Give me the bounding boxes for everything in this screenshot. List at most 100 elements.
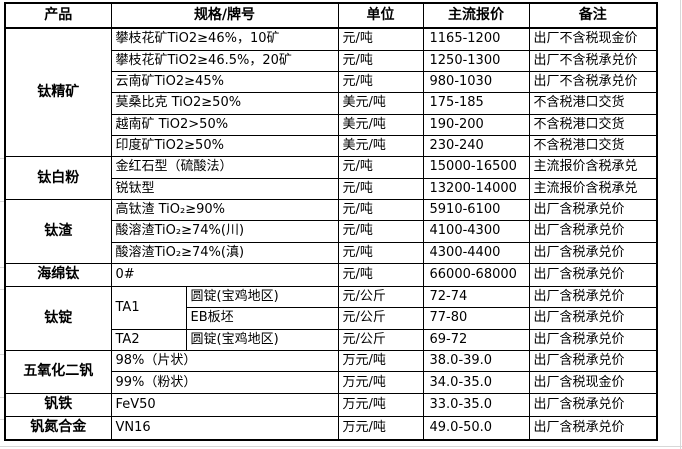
gridline (0, 289, 4, 290)
price-cell: 1165-1200 (422, 27, 530, 51)
spec-cell: VN16 (110, 415, 339, 441)
header-unit: 单位 (337, 2, 424, 29)
table-row: 五氧化二钒 98%（片状） 万元/吨 38.0-39.0 出厂含税承兑价 (4, 350, 658, 394)
spec-cell: 攀枝花矿TiO2≥46%，10矿 (110, 27, 339, 51)
table-row: 攀枝花矿TiO2≥46.5%，20矿 元/吨 1250-1300 出厂不含税承兑… (5, 49, 658, 72)
note-cell: 出厂含税承兑价 (528, 392, 658, 417)
spec-cell: 云南矿TiO2≥45% (110, 70, 339, 94)
table-row: 酸溶渣TiO₂≥74%(川) 元/吨 4100-4300 出厂含税承兑价 (5, 220, 658, 243)
price-cell: 49.0-50.0 (422, 415, 530, 441)
product-cell: 钛精矿 (4, 27, 112, 158)
price-cell: 4100-4300 (422, 220, 530, 243)
table-row: 钛白粉 金红石型（硫酸法） 元/吨 15000-16500 主流报价含税承兑 (4, 156, 658, 201)
unit-cell: 元/吨 (337, 220, 424, 243)
price-table: 产品 规格/牌号 单位 主流报价 备注 钛精矿 攀枝花矿TiO2≥46%，10矿… (4, 2, 658, 441)
table-row: 钛渣 高钛渣 TiO₂≥90% 元/吨 5910-6100 出厂含税承兑价 (4, 199, 658, 265)
note-cell: 出厂不含税承兑价 (528, 49, 658, 72)
spec-cell: 高钛渣 TiO₂≥90% (110, 199, 339, 222)
spec-cell: 莫桑比克 TiO2≥50% (110, 92, 339, 115)
note-cell: 出厂含税承兑价 (528, 415, 658, 441)
note-cell: 出厂含税承兑价 (528, 199, 658, 222)
spec-cell: 98%（片状） (110, 350, 339, 373)
note-cell: 出厂含税现金价 (528, 371, 658, 394)
unit-cell: 万元/吨 (337, 415, 424, 441)
unit-cell: 元/公斤 (337, 286, 424, 309)
spec-form-cell: 圆锭(宝鸡地区) (185, 286, 339, 309)
spec-form-cell: EB板坯 (185, 307, 339, 330)
price-cell: 980-1030 (422, 70, 530, 94)
gridline (0, 267, 4, 268)
gridline (680, 0, 681, 449)
table-row: 99%（粉状） 万元/吨 34.0-35.0 出厂含税现金价 (5, 371, 658, 394)
unit-cell: 元/吨 (337, 70, 424, 94)
price-cell: 69-72 (422, 328, 530, 352)
unit-cell: 万元/吨 (337, 392, 424, 417)
table-row: 酸溶渣TiO₂≥74%(滇) 元/吨 4300-4400 出厂含税承兑价 (5, 241, 658, 265)
header-spec: 规格/牌号 (110, 2, 339, 29)
gridline (0, 158, 4, 159)
note-cell: 出厂含税承兑价 (528, 350, 658, 373)
unit-cell: 元/吨 (337, 156, 424, 179)
gridline (0, 201, 4, 202)
table-row: 海绵钛 0# 元/吨 66000-68000 出厂含税承兑价 (4, 263, 658, 288)
spec-cell: 金红石型（硫酸法） (110, 156, 339, 179)
product-cell: 钛白粉 (4, 156, 112, 201)
table-row: 钒氮合金 VN16 万元/吨 49.0-50.0 出厂含税承兑价 (4, 415, 658, 441)
note-cell: 不含税港口交货 (528, 92, 658, 115)
price-cell: 72-74 (422, 286, 530, 309)
note-cell: 主流报价含税承兑 (528, 177, 658, 201)
spec-grade-cell: TA1 (110, 286, 187, 330)
table-row: EB板坯 元/公斤 77-80 出厂含税承兑价 (5, 307, 658, 330)
price-cell: 13200-14000 (422, 177, 530, 201)
spec-cell: 酸溶渣TiO₂≥74%(滇) (110, 241, 339, 265)
price-cell: 15000-16500 (422, 156, 530, 179)
gridline (0, 419, 4, 420)
spec-grade-cell: TA2 (110, 328, 187, 352)
unit-cell: 元/吨 (337, 27, 424, 51)
note-cell: 出厂含税承兑价 (528, 286, 658, 309)
table-row: 钛锭 TA1 圆锭(宝鸡地区) 元/公斤 72-74 出厂含税承兑价 (4, 286, 658, 352)
unit-cell: 美元/吨 (337, 92, 424, 115)
gridline (0, 354, 4, 355)
price-cell: 230-240 (422, 134, 530, 158)
unit-cell: 元/吨 (337, 263, 424, 288)
note-cell: 不含税港口交货 (528, 113, 658, 137)
gridline (0, 446, 682, 447)
price-cell: 1250-1300 (422, 49, 530, 72)
product-cell: 钛渣 (4, 199, 112, 265)
table-row: 钛精矿 攀枝花矿TiO2≥46%，10矿 元/吨 1165-1200 出厂不含税… (4, 27, 658, 158)
table-row: 印度矿TiO2≥50% 美元/吨 230-240 不含税港口交货 (5, 134, 658, 158)
header-row: 产品 规格/牌号 单位 主流报价 备注 (4, 2, 658, 29)
product-cell: 钒铁 (4, 392, 112, 417)
spec-cell: 印度矿TiO2≥50% (110, 134, 339, 158)
price-cell: 175-185 (422, 92, 530, 115)
table-row: 越南矿 TiO2>50% 美元/吨 190-200 不含税港口交货 (5, 113, 658, 137)
note-cell: 出厂含税承兑价 (528, 241, 658, 265)
product-cell: 钛锭 (4, 286, 112, 352)
unit-cell: 万元/吨 (337, 350, 424, 373)
price-cell: 33.0-35.0 (422, 392, 530, 417)
spec-cell: 越南矿 TiO2>50% (110, 113, 339, 137)
price-cell: 66000-68000 (422, 263, 530, 288)
spec-cell: 酸溶渣TiO₂≥74%(川) (110, 220, 339, 243)
note-cell: 主流报价含税承兑 (528, 156, 658, 179)
header-product: 产品 (4, 2, 112, 29)
note-cell: 不含税港口交货 (528, 134, 658, 158)
unit-cell: 元/吨 (337, 199, 424, 222)
unit-cell: 万元/吨 (337, 371, 424, 394)
price-cell: 38.0-39.0 (422, 350, 530, 373)
note-cell: 出厂含税承兑价 (528, 263, 658, 288)
note-cell: 出厂含税承兑价 (528, 307, 658, 330)
unit-cell: 美元/吨 (337, 113, 424, 137)
spec-form-cell: 圆锭(宝鸡地区) (185, 328, 339, 352)
price-cell: 190-200 (422, 113, 530, 137)
unit-cell: 元/公斤 (337, 307, 424, 330)
spec-cell: 锐钛型 (110, 177, 339, 201)
spec-cell: 0# (110, 263, 339, 288)
table-row: 锐钛型 元/吨 13200-14000 主流报价含税承兑 (5, 177, 658, 201)
note-cell: 出厂不含税现金价 (528, 27, 658, 51)
spec-cell: 99%（粉状） (110, 371, 339, 394)
product-cell: 海绵钛 (4, 263, 112, 288)
note-cell: 出厂含税承兑价 (528, 220, 658, 243)
price-cell: 4300-4400 (422, 241, 530, 265)
